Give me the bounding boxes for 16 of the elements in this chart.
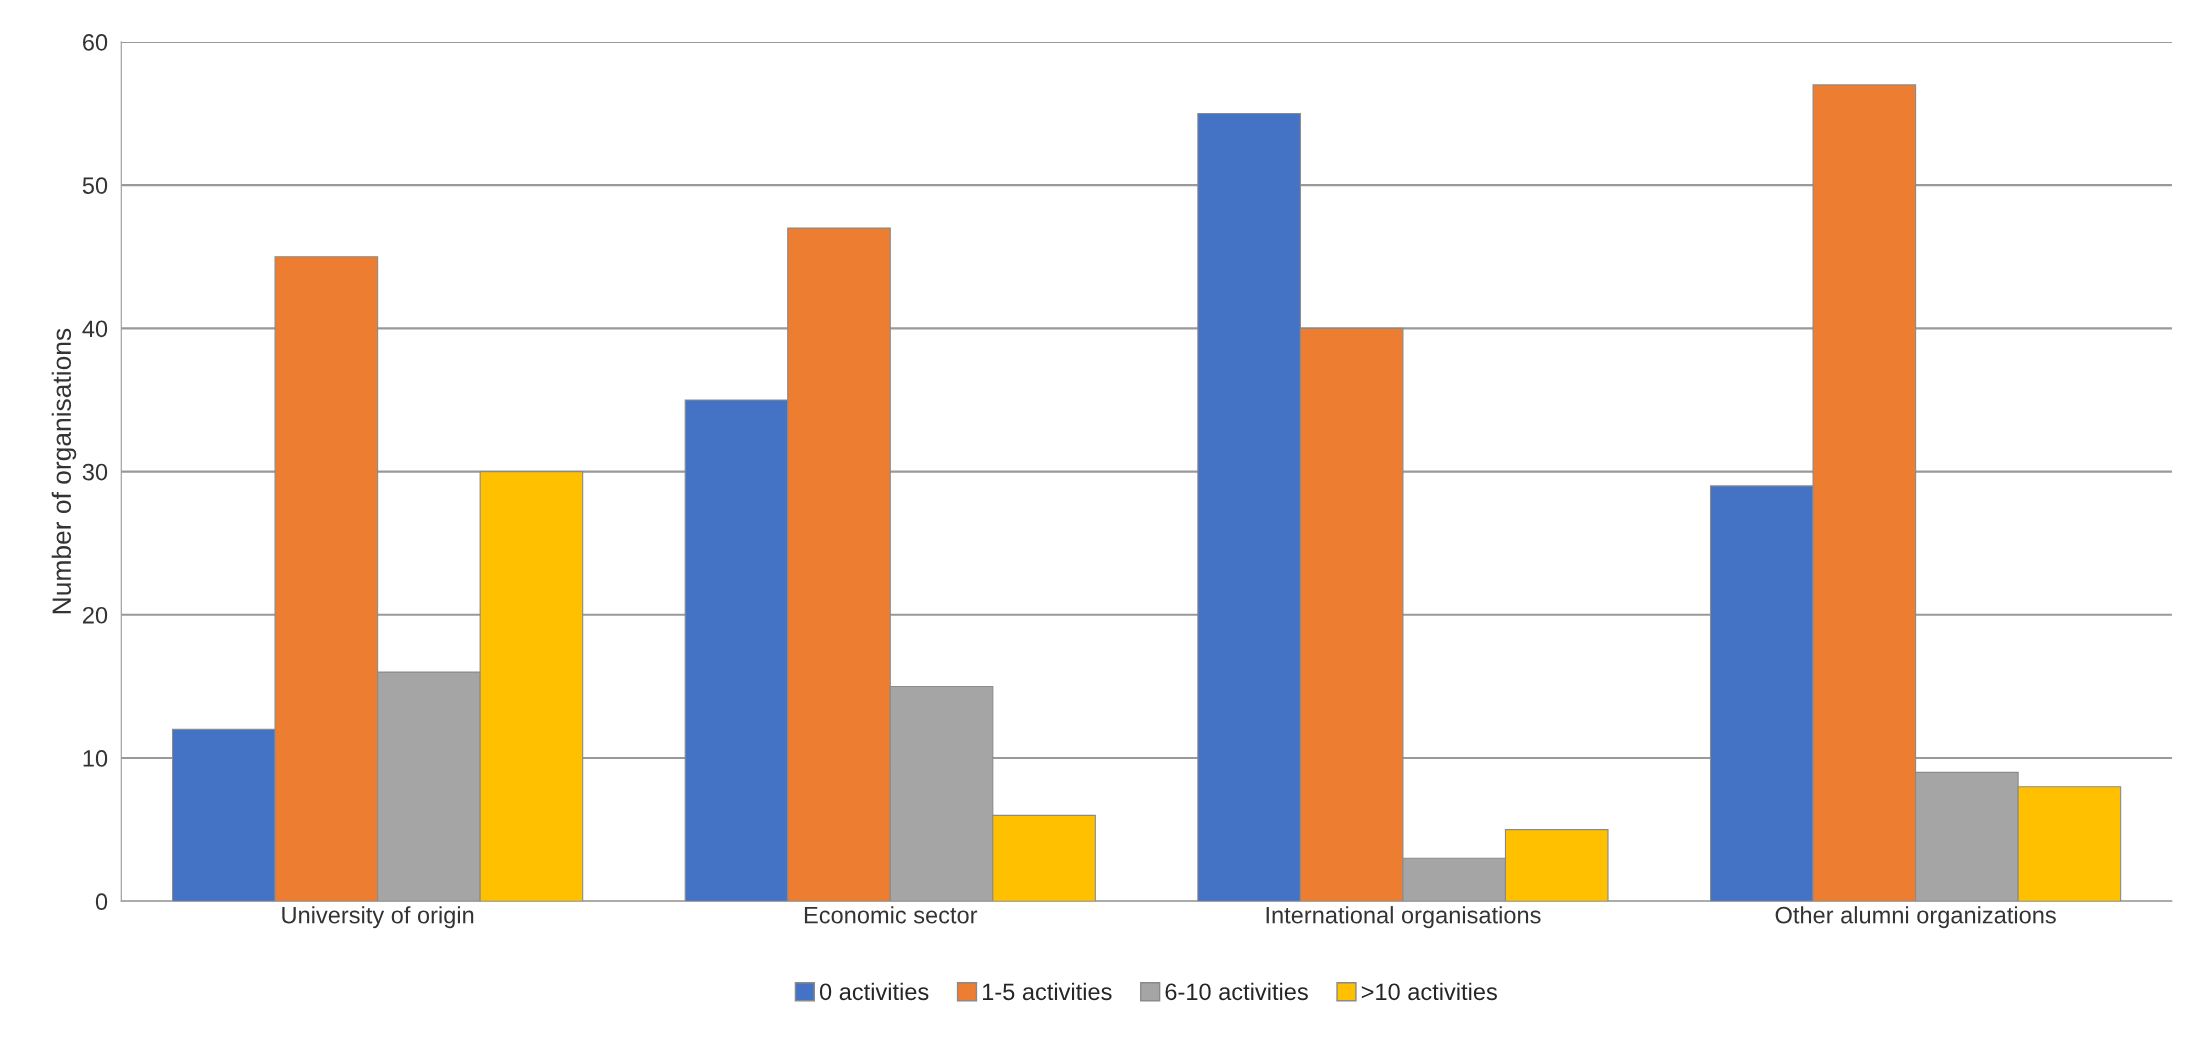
y-tick-label: 50 bbox=[82, 177, 108, 194]
x-tick-label: Economic sector bbox=[804, 906, 978, 924]
x-tick-label: International organisations bbox=[1266, 906, 1541, 929]
y-tick-label: 40 bbox=[82, 320, 108, 338]
legend-label: 6-10 activities bbox=[1165, 982, 1308, 1001]
y-axis-title: Number of organisations bbox=[51, 328, 77, 614]
legend-label: 1-5 activities bbox=[982, 982, 1112, 1001]
y-tick-label: 10 bbox=[83, 750, 108, 767]
legend-label: >10 activities bbox=[1361, 982, 1497, 1001]
y-tick-label: 60 bbox=[83, 33, 108, 51]
y-tick-label: 0 bbox=[95, 893, 108, 911]
legend-label: 0 activities bbox=[819, 982, 929, 1001]
x-tick-label: University of origin bbox=[282, 906, 474, 929]
y-tick-label: 20 bbox=[83, 606, 108, 624]
x-tick-label: Other alumni organizations bbox=[1775, 906, 2056, 929]
y-tick-label: 30 bbox=[82, 463, 108, 481]
